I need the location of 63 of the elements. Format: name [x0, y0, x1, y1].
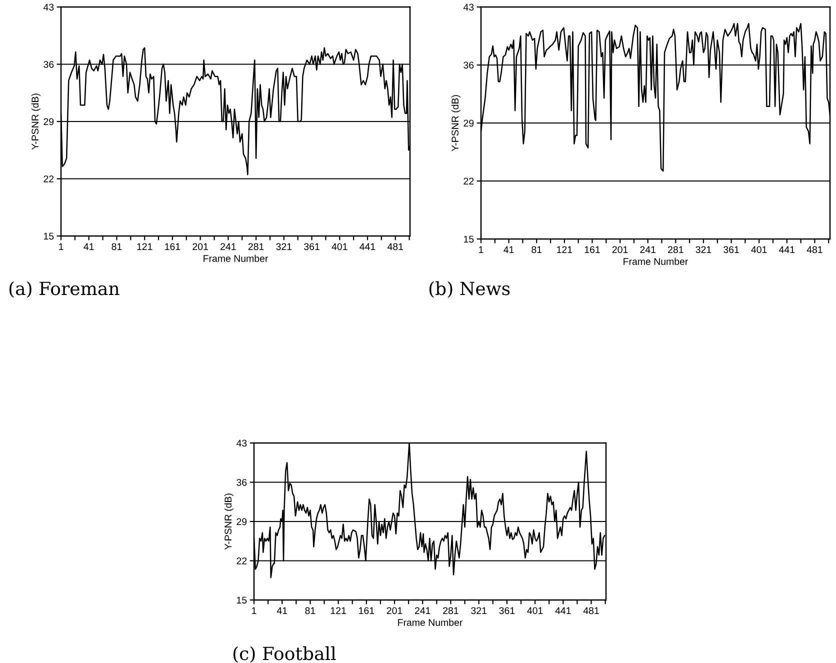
y-tick-label: 22 [464, 178, 474, 185]
y-axis-title: Y-PSNR (dB) [451, 95, 460, 152]
x-tick-label: 41 [276, 607, 288, 614]
x-tick-label: 81 [532, 246, 542, 254]
x-tick-label: 201 [612, 246, 628, 254]
x-tick-label: 81 [305, 607, 316, 614]
x-tick-label: 1 [59, 243, 64, 250]
x-tick-label: 201 [386, 607, 402, 614]
y-tick-label: 36 [236, 478, 247, 486]
y-tick-label: 22 [44, 175, 54, 182]
y-tick-label: 22 [236, 557, 247, 564]
y-tick-label: 15 [464, 236, 474, 243]
x-tick-label: 201 [192, 243, 208, 250]
x-tick-label: 241 [220, 243, 236, 250]
x-tick-label: 41 [84, 243, 94, 250]
y-tick-label: 29 [464, 120, 474, 127]
y-tick-label: 43 [236, 440, 247, 447]
x-tick-label: 281 [443, 607, 458, 614]
x-tick-label: 481 [583, 607, 599, 614]
x-tick-label: 161 [165, 243, 180, 250]
x-tick-label: 321 [471, 607, 486, 614]
text: (c) Football [233, 646, 336, 663]
x-tick-label: 81 [112, 243, 122, 250]
x-tick-label: 281 [668, 246, 684, 254]
y-tick-label: 43 [43, 4, 54, 11]
y-tick-label: 29 [44, 118, 54, 126]
x-tick-label: 401 [527, 607, 543, 614]
x-axis-title: Frame Number [398, 618, 463, 626]
y-axis-title: Y-PSNR (dB) [31, 94, 40, 150]
x-tick-label: 361 [499, 607, 515, 614]
x-tick-label: 481 [387, 243, 404, 250]
x-tick-label: 401 [751, 246, 767, 254]
y-tick-label: 29 [236, 518, 247, 526]
x-tick-label: 121 [557, 246, 572, 253]
x-tick-label: 441 [360, 243, 376, 250]
x-axis-title: Frame Number [624, 258, 688, 265]
x-axis-title: Frame Number [204, 254, 268, 262]
text: (b) News [429, 281, 510, 298]
x-tick-label: 441 [555, 607, 571, 614]
x-tick-label: 401 [332, 243, 348, 250]
text: (a) Foreman [9, 281, 120, 298]
x-tick-label: 41 [504, 246, 514, 253]
y-tick-label: 36 [464, 62, 474, 69]
x-tick-label: 441 [779, 246, 795, 253]
x-tick-label: 241 [640, 246, 656, 253]
x-tick-label: 321 [696, 246, 712, 254]
x-tick-label: 361 [304, 243, 320, 250]
x-tick-label: 321 [276, 243, 292, 250]
y-tick-label: 36 [44, 60, 54, 68]
x-tick-label: 1 [252, 607, 256, 614]
y-tick-label: 15 [44, 232, 54, 240]
y-axis-title: Y-PSNR (dB) [224, 494, 234, 550]
x-tick-label: 161 [359, 607, 374, 614]
x-tick-label: 361 [724, 246, 739, 254]
x-tick-label: 121 [330, 607, 346, 614]
x-tick-label: 281 [248, 243, 264, 250]
x-tick-label: 481 [806, 246, 822, 254]
x-tick-label: 121 [137, 243, 152, 250]
y-tick-label: 15 [236, 596, 247, 604]
x-tick-label: 241 [415, 607, 430, 614]
x-tick-label: 1 [479, 246, 484, 253]
y-tick-label: 43 [463, 4, 474, 11]
x-tick-label: 161 [584, 246, 600, 254]
